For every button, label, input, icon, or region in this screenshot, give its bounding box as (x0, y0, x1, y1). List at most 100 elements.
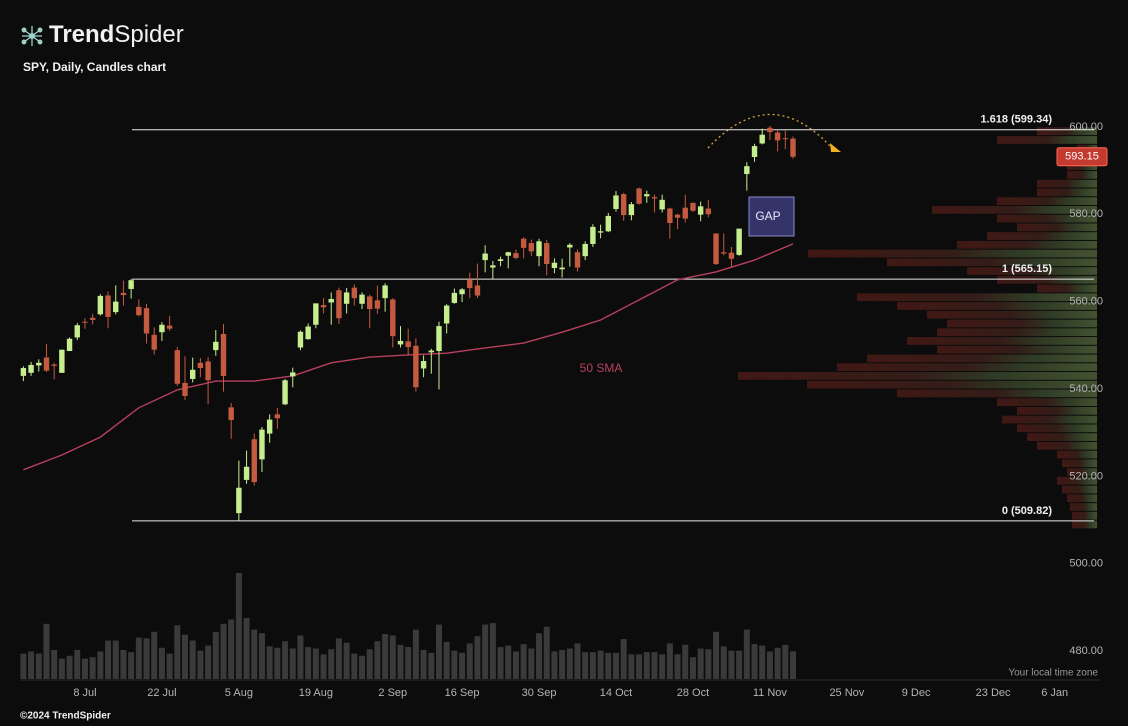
volume-bar (297, 635, 304, 679)
candle-body (36, 362, 42, 366)
volume-bar (251, 629, 258, 679)
candle-body (74, 325, 80, 338)
candle-body (259, 429, 265, 460)
candle-body (397, 340, 404, 345)
candle-body (605, 215, 611, 232)
fib-label: 1.618 (599.34) (980, 114, 1052, 126)
x-tick-label: 30 Sep (522, 687, 557, 699)
volume-bar (697, 648, 704, 679)
candle-body (582, 243, 588, 257)
profile-bar (1002, 415, 1097, 424)
candle-body (567, 244, 573, 248)
profile-bar (857, 293, 1097, 302)
volume-bar (143, 638, 150, 679)
candle-body (59, 349, 65, 373)
x-tick-label: 14 Oct (600, 687, 632, 699)
candle-body (744, 166, 750, 175)
profile-bar (1062, 459, 1097, 468)
volume-bar (559, 649, 566, 679)
volume-bar (751, 644, 758, 679)
volume-bar (89, 657, 96, 679)
volume-bar (459, 652, 466, 679)
logo-text: TrendSpider (49, 21, 184, 48)
volume-bar (258, 633, 265, 679)
x-tick-label: 6 Jan (1041, 687, 1068, 699)
x-tick-label: 11 Nov (753, 687, 788, 699)
volume-bar (720, 646, 727, 679)
volume-bar (451, 650, 458, 679)
candle-body (505, 252, 511, 256)
volume-bar (289, 648, 296, 679)
volume-bar (105, 640, 112, 679)
candle-body (474, 285, 481, 296)
profile-bar (1017, 424, 1097, 433)
volume-bar (674, 654, 681, 679)
candle-body (382, 285, 388, 299)
volume-bar (135, 637, 142, 679)
x-tick-label: 23 Dec (976, 687, 1011, 699)
candle-body (128, 280, 134, 289)
profile-bar (1067, 171, 1097, 179)
volume-bar (651, 652, 658, 679)
candle-body (459, 289, 465, 295)
candle-body (89, 317, 96, 320)
candle-body (559, 267, 565, 270)
projection-arc (707, 113, 831, 149)
volume-bar (636, 654, 643, 679)
candle-body (620, 194, 627, 216)
volume-bar (189, 640, 196, 679)
footer: ©2024 TrendSpider (20, 711, 111, 722)
volume-bar (628, 654, 635, 679)
profile-bar (897, 302, 1097, 310)
volume-bar (659, 654, 666, 679)
volume-bar (643, 652, 650, 679)
volume-bar (81, 658, 88, 679)
candle-body (767, 127, 773, 133)
y-tick-label: 600.00 (1069, 121, 1103, 133)
candle-body (667, 208, 673, 223)
candle-body (297, 331, 304, 348)
profile-bar (1037, 179, 1097, 188)
candle-body (759, 134, 765, 144)
y-tick-label: 580.00 (1069, 208, 1103, 220)
volume-bar (713, 631, 720, 679)
y-tick-label: 520.00 (1069, 470, 1103, 482)
volume-bar (597, 650, 604, 679)
candle-body (782, 138, 789, 140)
profile-bar (1037, 127, 1097, 136)
candle-body (751, 146, 758, 157)
candle-body (151, 334, 157, 350)
candle-body (66, 338, 73, 351)
candle-body (590, 226, 596, 244)
x-tick-label: 28 Oct (677, 687, 709, 699)
volume-bar (705, 649, 712, 679)
x-tick-label: 5 Aug (225, 687, 253, 699)
volume-bar (412, 629, 419, 679)
candle-body (166, 325, 173, 329)
volume-bar (743, 629, 750, 679)
profile-bar (937, 345, 1097, 354)
volume-bar (766, 651, 773, 679)
candle-body (513, 253, 519, 258)
profile-bar (957, 240, 1097, 249)
volume-bar (790, 651, 797, 679)
candle-body (420, 361, 427, 369)
volume-bar (212, 631, 219, 679)
candle-body (113, 301, 119, 313)
fib-label: 1 (565.15) (1002, 263, 1052, 275)
candle-body (159, 324, 165, 333)
candle-body (367, 296, 373, 310)
y-tick-label: 500.00 (1069, 558, 1103, 570)
volume-bar (405, 647, 412, 679)
profile-bar (1057, 450, 1097, 459)
profile-bar (997, 197, 1097, 205)
candle-body (190, 369, 196, 379)
candle-body (97, 295, 104, 315)
profile-bar (967, 267, 1097, 275)
x-tick-label: 22 Jul (147, 687, 176, 699)
volume-bar (689, 657, 696, 679)
profile-bar (932, 205, 1097, 214)
volume-bar (58, 658, 65, 679)
